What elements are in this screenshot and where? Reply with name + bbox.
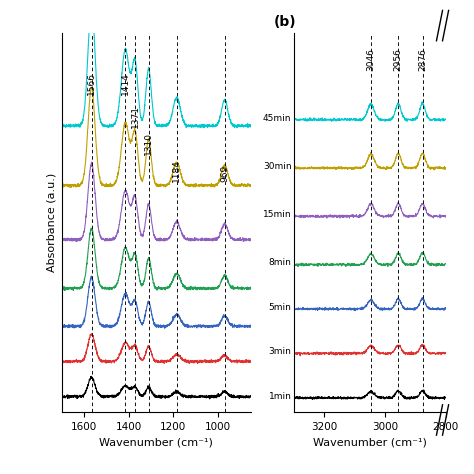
Text: 5min: 5min xyxy=(269,303,292,312)
Text: 1310: 1310 xyxy=(144,132,153,155)
Text: 30min: 30min xyxy=(263,162,292,171)
Text: 2956: 2956 xyxy=(394,49,403,72)
X-axis label: Wavenumber (cm⁻¹): Wavenumber (cm⁻¹) xyxy=(100,438,213,447)
Text: 3min: 3min xyxy=(269,347,292,356)
Text: 1min: 1min xyxy=(269,392,292,401)
Text: 15min: 15min xyxy=(263,210,292,219)
Text: 1184: 1184 xyxy=(172,159,181,182)
Text: 969: 969 xyxy=(220,165,229,182)
X-axis label: Wavenumber (cm⁻¹): Wavenumber (cm⁻¹) xyxy=(313,438,427,447)
Text: 45min: 45min xyxy=(263,114,292,123)
Y-axis label: Absorbance (a.u.): Absorbance (a.u.) xyxy=(46,173,56,273)
Text: 1414: 1414 xyxy=(121,73,130,95)
Text: 8min: 8min xyxy=(269,258,292,267)
Text: 1566: 1566 xyxy=(87,73,96,95)
Text: 3046: 3046 xyxy=(366,49,375,72)
Text: (b): (b) xyxy=(274,15,297,29)
Text: 2876: 2876 xyxy=(418,49,427,72)
Text: 1371: 1371 xyxy=(130,105,139,128)
